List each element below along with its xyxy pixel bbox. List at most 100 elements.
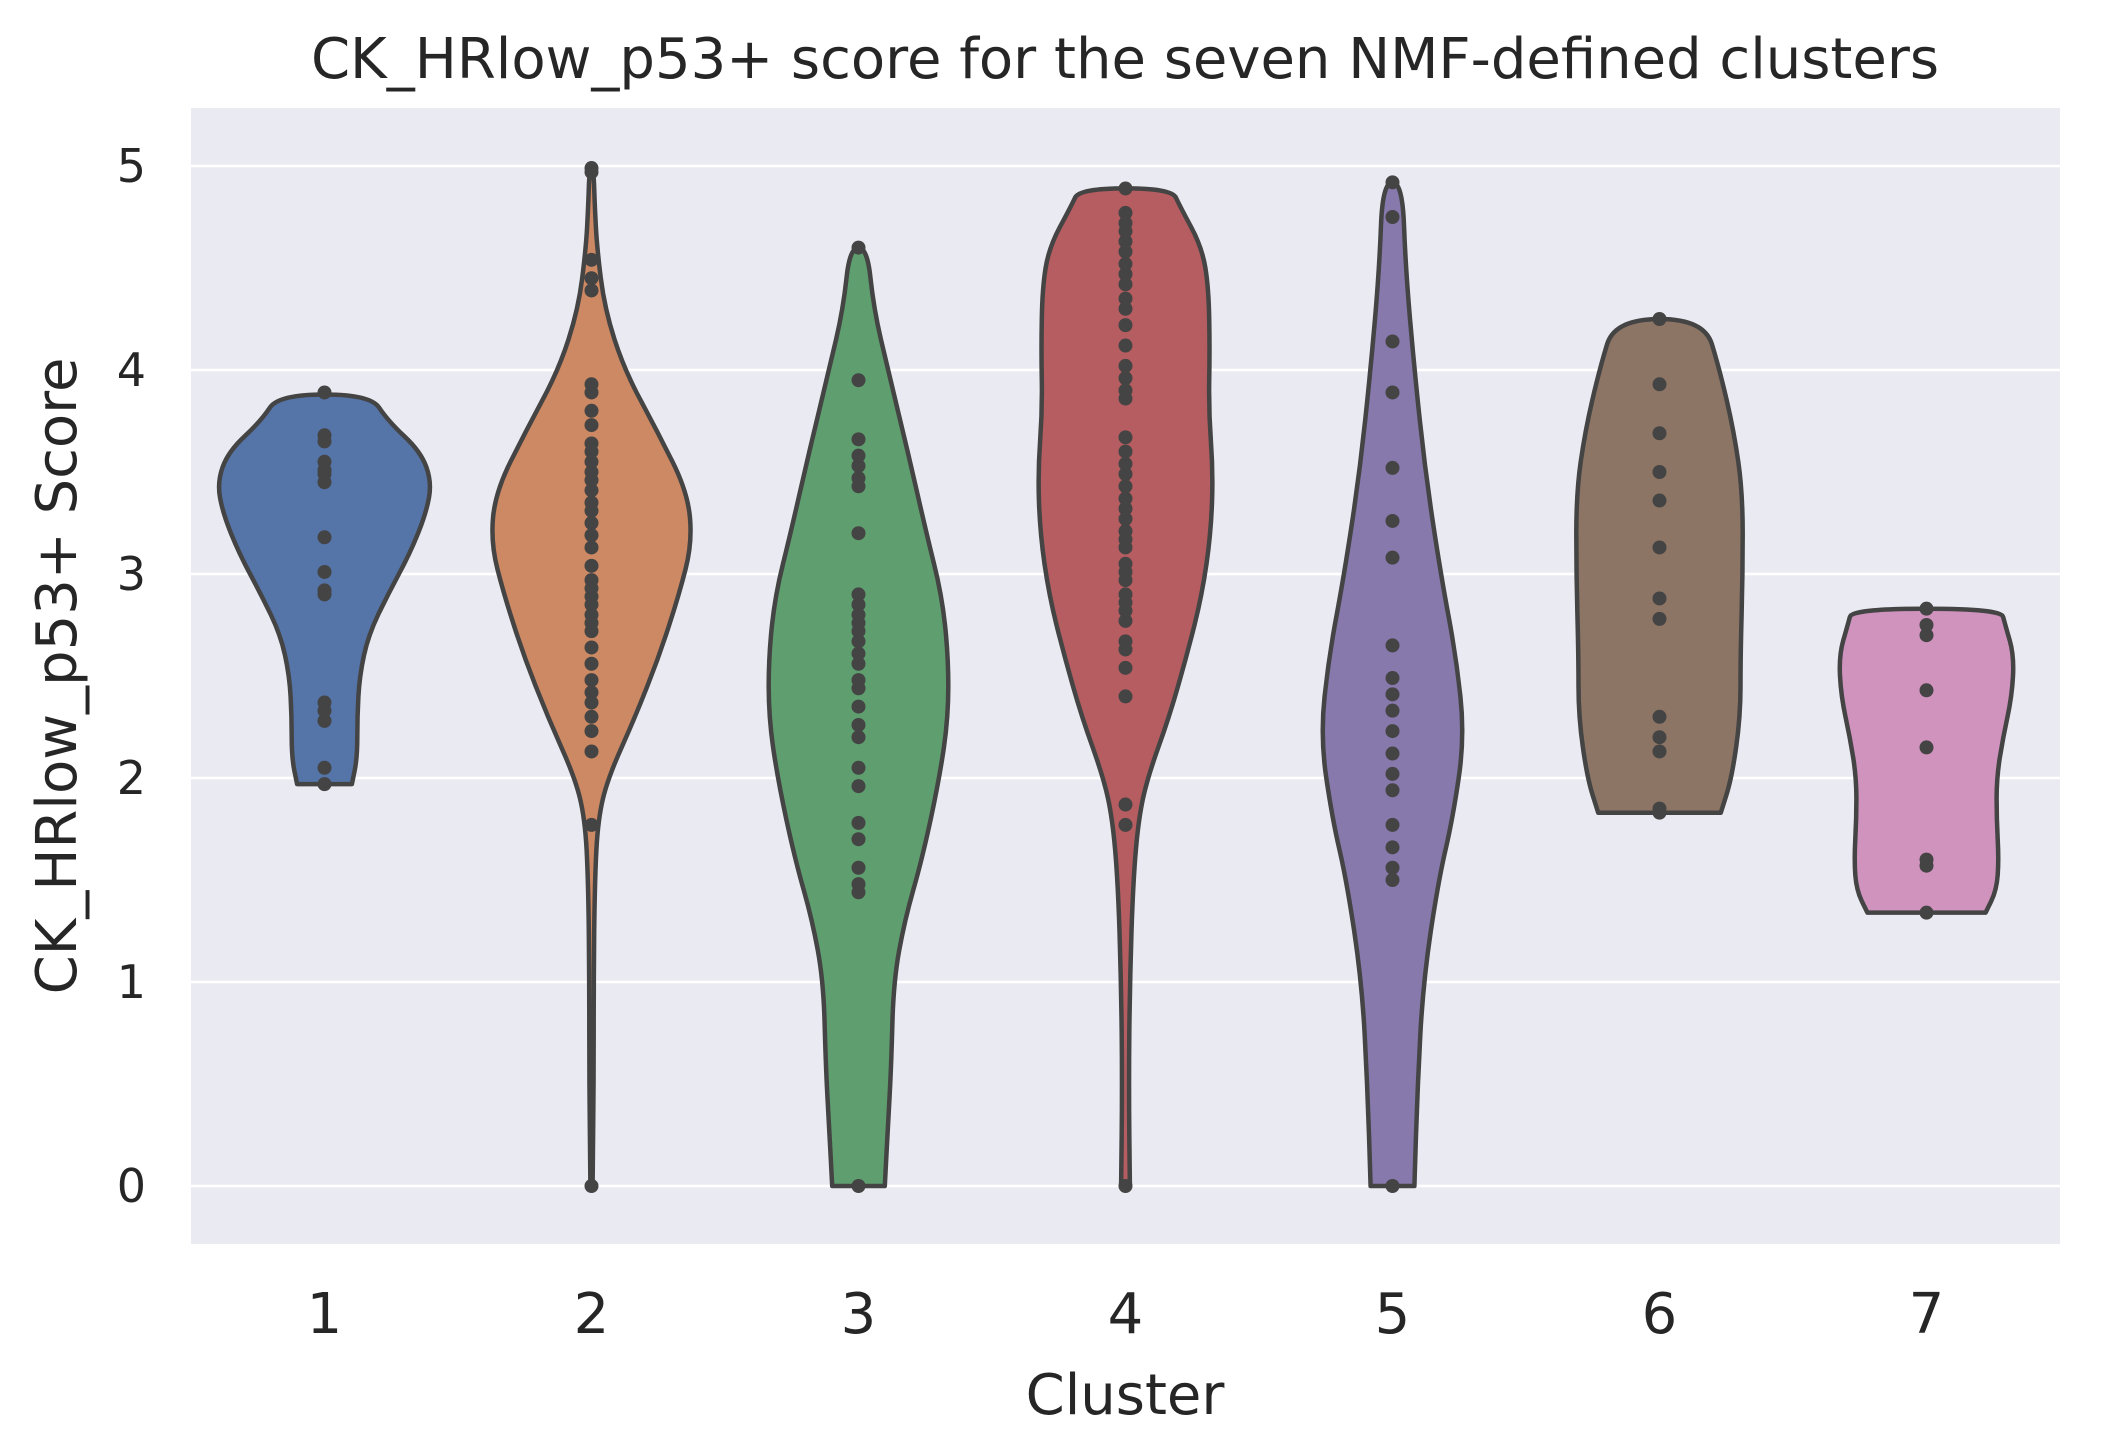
data-point [584, 454, 599, 469]
data-point [851, 240, 866, 255]
data-point [851, 656, 866, 671]
data-point [1652, 801, 1667, 816]
x-tick-labels: 1 2 3 4 5 6 7 [307, 1282, 1945, 1347]
data-point [851, 646, 866, 661]
data-point [851, 1179, 866, 1193]
data-point [584, 540, 599, 555]
data-point [1385, 783, 1400, 798]
data-point [584, 161, 599, 176]
data-point [1919, 628, 1934, 643]
data-point [317, 385, 332, 400]
data-point [584, 656, 599, 671]
data-point [851, 673, 866, 688]
x-tick-label: 1 [307, 1282, 343, 1347]
data-point [1652, 465, 1667, 479]
data-point [1919, 683, 1934, 698]
data-point [1385, 840, 1400, 855]
x-tick-label: 3 [841, 1282, 877, 1347]
data-point [584, 516, 599, 530]
data-point [584, 573, 599, 588]
data-point [1652, 493, 1667, 508]
data-point [584, 283, 599, 298]
y-tick-label: 4 [117, 343, 146, 397]
data-point [317, 583, 332, 598]
data-point [1652, 377, 1667, 392]
data-point [584, 673, 599, 688]
data-point [1385, 513, 1400, 528]
data-point [1118, 444, 1133, 459]
data-point [584, 436, 599, 451]
data-point [1118, 524, 1133, 539]
data-point [1652, 744, 1667, 759]
data-point [317, 454, 332, 469]
data-point [1118, 634, 1133, 649]
data-point [851, 717, 866, 732]
data-point [851, 432, 866, 447]
data-point [1385, 550, 1400, 565]
data-point [851, 458, 866, 473]
data-point [851, 526, 866, 541]
y-tick-label: 2 [117, 751, 146, 805]
data-point [851, 699, 866, 714]
data-point [584, 483, 599, 498]
data-point [1385, 1179, 1400, 1193]
data-point [1118, 371, 1133, 386]
violin-body [766, 245, 951, 1189]
data-point [1118, 511, 1133, 526]
data-point [1919, 618, 1934, 632]
data-point [1118, 256, 1133, 271]
data-point [584, 465, 599, 479]
data-point [1385, 873, 1400, 887]
data-point [1385, 687, 1400, 702]
data-point [851, 471, 866, 486]
data-point [1919, 740, 1934, 755]
data-point [851, 587, 866, 602]
data-point [317, 530, 332, 545]
data-point [584, 403, 599, 418]
data-point [1118, 587, 1133, 602]
data-point [584, 252, 599, 267]
data-point [1118, 467, 1133, 482]
data-point [851, 373, 866, 388]
data-point [1652, 709, 1667, 724]
violin-body [1036, 186, 1215, 1189]
data-point [584, 377, 599, 392]
violin-body [1574, 316, 1745, 815]
data-point [851, 597, 866, 612]
violin-body [1837, 606, 2016, 915]
data-point [584, 418, 599, 433]
data-point [1385, 175, 1400, 190]
data-point [1118, 491, 1133, 506]
data-point [1652, 540, 1667, 555]
data-point [1118, 797, 1133, 812]
data-point [1118, 301, 1133, 316]
data-point [1118, 234, 1133, 249]
chart-title: CK_HRlow_p53+ score for the seven NMF-de… [311, 27, 1939, 92]
x-tick-label: 2 [574, 1282, 610, 1347]
data-point [851, 607, 866, 622]
data-point [584, 744, 599, 759]
data-point [317, 760, 332, 775]
data-point [1652, 591, 1667, 606]
x-tick-label: 4 [1108, 1282, 1144, 1347]
data-point [1385, 638, 1400, 653]
data-point [584, 607, 599, 622]
y-tick-label: 3 [117, 547, 146, 601]
data-point [584, 640, 599, 655]
data-point [584, 271, 599, 286]
data-point [1385, 766, 1400, 781]
data-point [851, 634, 866, 649]
y-tick-label: 1 [117, 955, 146, 1009]
x-axis-label: Cluster [1026, 1363, 1226, 1428]
data-point [584, 817, 599, 832]
data-point [1385, 746, 1400, 761]
data-point [851, 860, 866, 875]
y-axis-label: CK_HRlow_p53+ Score [25, 358, 90, 995]
data-point [584, 558, 599, 573]
data-point [584, 724, 599, 739]
data-point [851, 448, 866, 463]
data-point [1118, 277, 1133, 292]
data-point [1385, 703, 1400, 718]
y-tick-labels: 0 1 2 3 4 5 [117, 139, 146, 1213]
